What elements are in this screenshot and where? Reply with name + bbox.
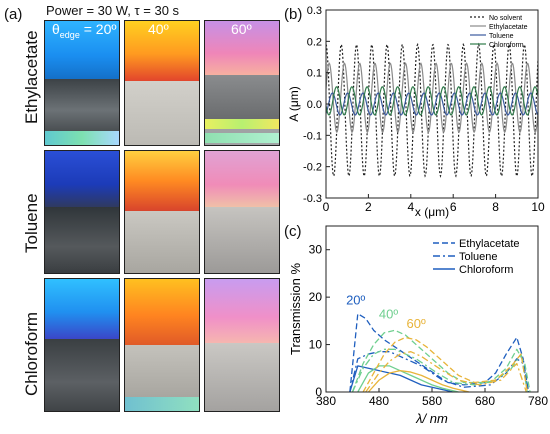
x-tick-label-c: 480 [369, 394, 389, 408]
y-tick-label-b: 0.1 [307, 68, 322, 80]
series-line-c-8 [367, 370, 470, 393]
y-tick-label-c: 20 [309, 290, 323, 304]
y-tick-label-b: -0.3 [303, 193, 322, 205]
series-line-b-3 [326, 86, 538, 116]
panel-a-label: (a) [4, 6, 23, 23]
annotation-c: 40º [379, 306, 398, 321]
y-axis-label-b: A (μm) [287, 86, 301, 122]
photo-toluene-40 [124, 150, 200, 274]
y-tick-label-b: 0.0 [307, 99, 322, 111]
photo-ethylacetate-40 [124, 20, 200, 146]
y-tick-label-c: 0 [315, 385, 322, 399]
x-tick-label-b: 2 [365, 200, 372, 214]
y-tick-label-c: 10 [309, 338, 323, 352]
legend-label-c: Ethylacetate [459, 238, 520, 250]
x-axis-label-c: λ/ nm [415, 411, 448, 426]
panel-c-label: (c) [284, 223, 302, 240]
series-line-c-4 [351, 348, 529, 393]
x-tick-label-b: 0 [323, 200, 330, 214]
series-line-c-7 [365, 351, 527, 393]
x-tick-label-c: 680 [475, 394, 495, 408]
x-tick-label-b: 6 [450, 200, 457, 214]
series-line-b-2 [326, 92, 538, 116]
x-tick-label-b: 8 [492, 200, 499, 214]
series-line-c-0 [349, 313, 530, 393]
x-tick-label-c: 380 [316, 394, 336, 408]
photo-chloroform-20 [44, 278, 120, 412]
series-line-c-1 [349, 351, 530, 393]
x-tick-label-b: 10 [531, 200, 545, 214]
series-line-c-5 [357, 365, 459, 393]
photo-chloroform-60 [204, 278, 280, 412]
x-tick-label-c: 780 [528, 394, 548, 408]
photo-ethylacetate-20 [44, 20, 120, 146]
legend-label-b: Ethylacetate [489, 24, 528, 31]
series-line-b-0 [326, 42, 538, 178]
y-tick-label-b: 0.2 [307, 36, 322, 48]
y-tick-label-b: 0.3 [307, 5, 322, 17]
y-tick-label-b: -0.2 [303, 162, 322, 174]
series-line-c-6 [362, 336, 529, 393]
col-label-40: 40º [148, 21, 169, 37]
x-axis-label-b: x (μm) [415, 205, 449, 219]
y-tick-label-b: -0.1 [303, 130, 322, 142]
y-axis-label-c: Transmission % [288, 263, 303, 355]
photo-ethylacetate-60 [204, 20, 280, 146]
series-line-c-3 [351, 329, 531, 393]
legend-label-b: No solvent [489, 15, 522, 22]
col-label-20: θedge = 20º [52, 21, 117, 40]
legend-label-b: Chloroform [489, 42, 524, 49]
annotation-c: 60º [406, 316, 425, 331]
legend-label-b: Toluene [489, 33, 514, 40]
legend-label-c: Toluene [459, 251, 498, 263]
col-label-60: 60º [231, 21, 252, 37]
legend-label-c: Chloroform [459, 264, 513, 276]
figure-header: Power = 30 W, τ = 30 s [46, 3, 180, 18]
x-tick-label-c: 580 [422, 394, 442, 408]
x-tick-label-b: 4 [407, 200, 414, 214]
y-tick-label-c: 30 [309, 243, 323, 257]
panel-b-label: (b) [284, 6, 303, 23]
annotation-c: 20º [346, 292, 365, 307]
series-line-c-2 [349, 365, 454, 393]
photo-toluene-20 [44, 150, 120, 274]
photo-chloroform-40 [124, 278, 200, 412]
photo-toluene-60 [204, 150, 280, 274]
